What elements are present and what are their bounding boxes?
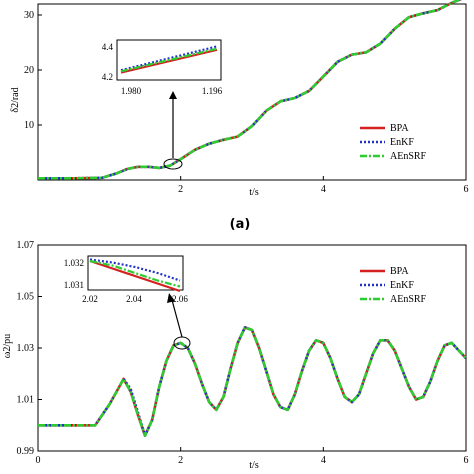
panel-b-zoom-arrow (171, 299, 183, 338)
inset-b-xtick-1: 2.04 (126, 294, 142, 304)
panel-a-legend: BPA EnKF AEnSRF (360, 123, 427, 162)
panel-a-zoom-ellipse (163, 158, 183, 170)
chart0-xtick-label: 2 (178, 184, 183, 195)
chart0-series-aensrf (38, 0, 462, 180)
chart1-xtick-label: 0 (36, 455, 41, 466)
legend-b-enkf: EnKF (390, 280, 414, 291)
chart1-ytick-label: 1.03 (17, 343, 35, 354)
legend-a-bpa: BPA (390, 123, 409, 134)
chart1-ytick-label: 1.07 (17, 240, 35, 251)
chart0-inset-series-enkf (120, 45, 218, 72)
inset-b-ytick-1: 1.031 (64, 280, 84, 290)
chart1-inset-series-aensrf (89, 259, 181, 288)
chart0-ytick-label: 10 (24, 120, 34, 131)
chart1-xtick-label: 6 (464, 455, 469, 466)
chart1-xtick-label: 4 (321, 455, 326, 466)
legend-a-aensrf: AEnSRF (390, 151, 427, 162)
panel-b: 0 2 4 6 0.99 1.01 1.03 1.05 1.07 t/s ω2/pu 1.032… (2, 240, 469, 471)
inset-a-xtick-1: 1.196 (202, 86, 223, 96)
inset-a-ytick-0: 4.4 (102, 42, 114, 52)
chart1-ytick-label: 1.01 (17, 395, 35, 406)
panel-a: 2 4 6 10 20 30 t/s δ2/rad (a) 4.4 4.2 1.980 1… (10, 0, 469, 232)
chart1-xtick-label: 2 (178, 455, 183, 466)
panel-b-arrowhead (167, 293, 175, 303)
chart0-inset-series-aensrf (120, 47, 218, 73)
inset-b-xtick-0: 2.02 (82, 294, 98, 304)
panel-b-ylabel: ω2/pu (2, 334, 13, 358)
panel-a-inset: 4.4 4.2 1.980 1.196 (102, 39, 223, 96)
panel-b-xlabel: t/s (249, 460, 259, 471)
inset-b-xtick-2: 2.06 (172, 294, 188, 304)
panel-a-xlabel: t/s (249, 187, 259, 198)
chart1-ytick-label: 0.99 (17, 446, 35, 457)
chart0-ytick-label: 30 (24, 10, 34, 21)
panel-b-legend: BPA EnKF AEnSRF (360, 266, 427, 305)
chart1-inset-series-enkf (89, 258, 181, 282)
inset-a-ytick-1: 4.2 (102, 72, 113, 82)
chart1-ytick-label: 1.05 (17, 292, 35, 303)
panel-a-frame (37, 3, 467, 181)
chart1-series-aensrf (38, 326, 467, 437)
chart1-inset-series-bpa (89, 259, 181, 293)
inset-a-xtick-0: 1.980 (121, 86, 142, 96)
panel-a-arrowhead (169, 91, 177, 99)
panel-a-label: (a) (230, 217, 251, 232)
inset-b-ytick-0: 1.032 (64, 258, 84, 268)
panel-b-inset: 1.032 1.031 2.02 2.04 2.06 (64, 255, 188, 304)
legend-a-enkf: EnKF (390, 137, 414, 148)
legend-b-aensrf: AEnSRF (390, 294, 427, 305)
panel-a-ylabel: δ2/rad (10, 87, 21, 112)
chart0-xtick-label: 4 (321, 184, 326, 195)
legend-b-bpa: BPA (390, 266, 409, 277)
chart0-xtick-label: 6 (464, 184, 469, 195)
chart0-ytick-label: 20 (24, 65, 34, 76)
